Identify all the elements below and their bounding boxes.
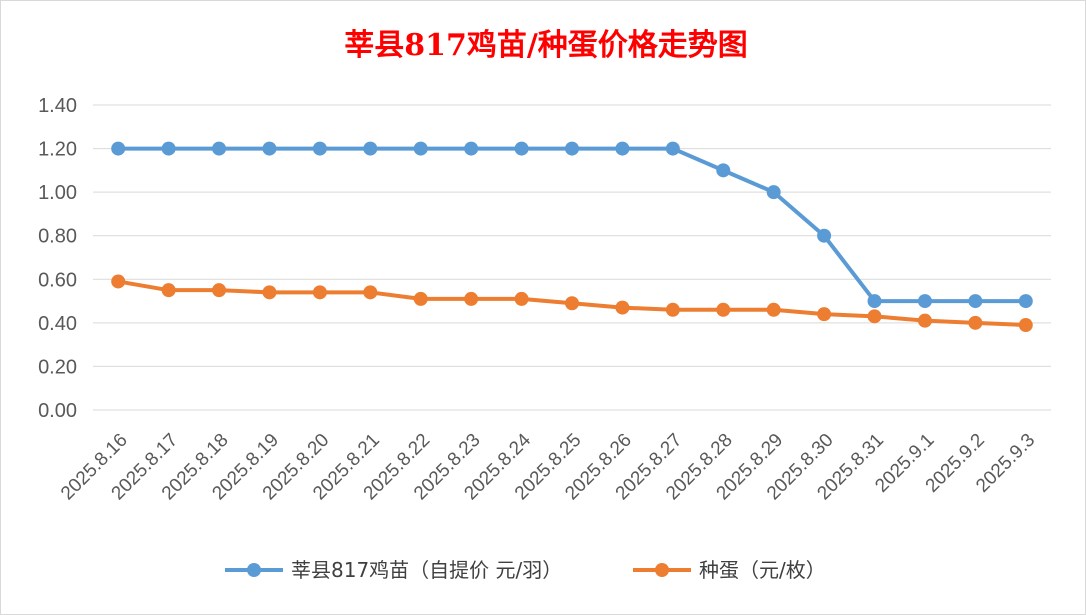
y-axis-ticks: 0.00 0.20 0.40 0.60 0.80 1.00 1.20 1.40 xyxy=(38,95,77,422)
data-point xyxy=(212,141,227,156)
data-point xyxy=(917,294,932,309)
data-point xyxy=(917,313,932,328)
data-point xyxy=(312,141,327,156)
data-point xyxy=(968,315,983,330)
series-2 xyxy=(111,274,1033,333)
data-point xyxy=(464,291,479,306)
legend-marker xyxy=(247,563,261,577)
y-tick-label: 1.20 xyxy=(38,139,77,161)
data-point xyxy=(565,141,579,156)
data-point xyxy=(161,283,176,298)
data-point xyxy=(817,228,832,243)
data-point xyxy=(817,307,832,322)
y-tick-label: 0.40 xyxy=(38,313,77,335)
data-point xyxy=(716,302,731,317)
data-point xyxy=(413,291,428,306)
data-point xyxy=(111,141,126,156)
data-point xyxy=(464,141,479,156)
data-point xyxy=(565,296,579,311)
legend: 莘县817鸡苗（自提价 元/羽） 种蛋（元/枚） xyxy=(225,558,826,582)
series-1 xyxy=(111,141,1033,309)
data-point xyxy=(968,294,983,309)
data-point xyxy=(716,163,731,178)
data-point xyxy=(1018,294,1033,309)
y-tick-label: 0.20 xyxy=(38,356,77,378)
y-tick-label: 1.40 xyxy=(38,95,77,117)
legend-item-2: 种蛋（元/枚） xyxy=(633,558,826,582)
y-tick-label: 0.00 xyxy=(38,400,77,422)
data-point xyxy=(1018,318,1033,333)
chart-title: 莘县817鸡苗/种蛋价格走势图 xyxy=(344,28,748,63)
y-tick-label: 1.00 xyxy=(38,182,77,204)
y-tick-label: 0.80 xyxy=(38,226,77,248)
data-point xyxy=(514,141,529,156)
y-tick-label: 0.60 xyxy=(38,269,77,291)
data-point xyxy=(111,274,126,289)
x-axis-ticks: 2025.8.162025.8.172025.8.182025.8.192025… xyxy=(57,429,1039,504)
data-point xyxy=(665,302,680,317)
data-point xyxy=(363,141,378,156)
legend-label: 种蛋（元/枚） xyxy=(699,558,826,582)
data-point xyxy=(665,141,680,156)
data-point xyxy=(766,185,781,200)
data-point xyxy=(413,141,428,156)
series-layer xyxy=(111,141,1033,333)
data-point xyxy=(867,294,882,309)
data-point xyxy=(312,285,327,300)
series-line xyxy=(118,146,1026,304)
legend-item-1: 莘县817鸡苗（自提价 元/羽） xyxy=(225,558,562,582)
data-point xyxy=(514,291,529,306)
data-point xyxy=(867,309,882,324)
data-point xyxy=(262,141,277,156)
data-point xyxy=(615,141,630,156)
data-point xyxy=(615,300,630,315)
data-point xyxy=(262,285,277,300)
data-point xyxy=(161,141,176,156)
data-point xyxy=(766,302,781,317)
data-point xyxy=(363,285,378,300)
legend-marker xyxy=(655,563,669,577)
legend-label: 莘县817鸡苗（自提价 元/羽） xyxy=(291,558,562,582)
data-point xyxy=(212,283,227,298)
